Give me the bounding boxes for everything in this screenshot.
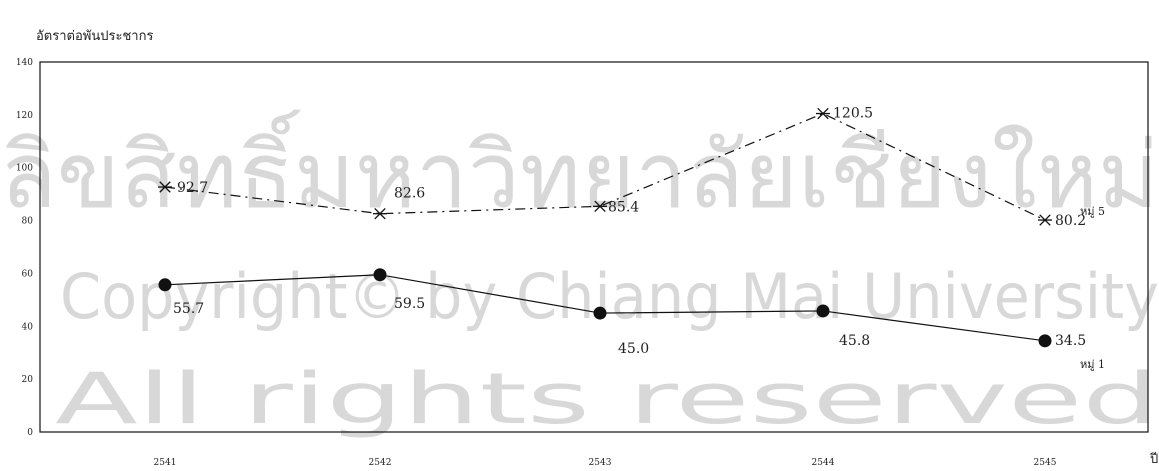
- data-label: 45.0: [618, 341, 649, 357]
- y-tick-label: 40: [22, 322, 34, 332]
- watermark-line-2: Copyright© by Chiang Mai University: [60, 260, 1159, 333]
- series-label: หมู่ 1: [1080, 358, 1105, 371]
- y-tick-labels: 0 20 40 60 80 100 120 140: [16, 58, 33, 438]
- data-point: [816, 107, 830, 120]
- data-label: 34.5: [1055, 333, 1086, 349]
- data-point: [158, 278, 172, 292]
- x-tick-label: 2544: [812, 458, 835, 468]
- data-point: [593, 200, 607, 213]
- y-tick-label: 140: [16, 58, 33, 68]
- y-tick-label: 100: [16, 164, 33, 174]
- x-axis-title: ปี: [1149, 451, 1158, 467]
- x-tick-labels: 2541 2542 2543 2544 2545: [154, 458, 1057, 468]
- data-label: 55.7: [173, 301, 204, 317]
- watermark-line-3: All rights reserved: [55, 358, 1159, 440]
- series-layer: 92.7 82.6 85.4 120.5 80.2หมู่ 5 55.7 59.5 45.0 4…: [158, 106, 1105, 371]
- y-tick-label: 80: [22, 217, 34, 227]
- data-label: 82.6: [394, 186, 425, 202]
- data-label: 59.5: [394, 296, 425, 312]
- series-2: 55.7 59.5 45.0 45.8 34.5 หมู่ 1: [158, 268, 1105, 371]
- y-axis-title: อัตราต่อพันประชากร: [36, 29, 153, 44]
- series-label: หมู่ 5: [1080, 205, 1105, 218]
- data-point: [373, 268, 387, 282]
- data-label: 45.8: [839, 333, 870, 349]
- y-tick-label: 20: [22, 375, 34, 385]
- x-tick-label: 2543: [589, 458, 612, 468]
- data-label: 85.4: [608, 199, 639, 215]
- x-tick-label: 2541: [154, 458, 177, 468]
- plot-frame: [39, 61, 1149, 433]
- data-point: [1038, 334, 1052, 348]
- data-label: 80.2: [1055, 213, 1086, 229]
- data-point: [816, 304, 830, 318]
- data-point: [1038, 214, 1052, 226]
- data-label: 120.5: [833, 106, 873, 122]
- x-tick-label: 2542: [369, 458, 392, 468]
- y-tick-label: 120: [16, 111, 33, 121]
- y-tick-label: 0: [27, 428, 33, 438]
- watermark-line-1: ลิขสิทธิ์มหาวิทยาลัยเชียงใหม่: [0, 109, 1159, 229]
- data-label: 92.7: [177, 180, 208, 196]
- x-tick-label: 2545: [1034, 458, 1057, 468]
- data-point: [158, 181, 172, 193]
- data-point: [593, 306, 607, 320]
- series-1: 92.7 82.6 85.4 120.5 80.2หมู่ 5: [158, 106, 1105, 229]
- data-point: [373, 207, 387, 220]
- watermark: ลิขสิทธิ์มหาวิทยาลัยเชียงใหม่ Copyright©…: [0, 109, 1159, 440]
- y-tick-label: 60: [22, 269, 34, 279]
